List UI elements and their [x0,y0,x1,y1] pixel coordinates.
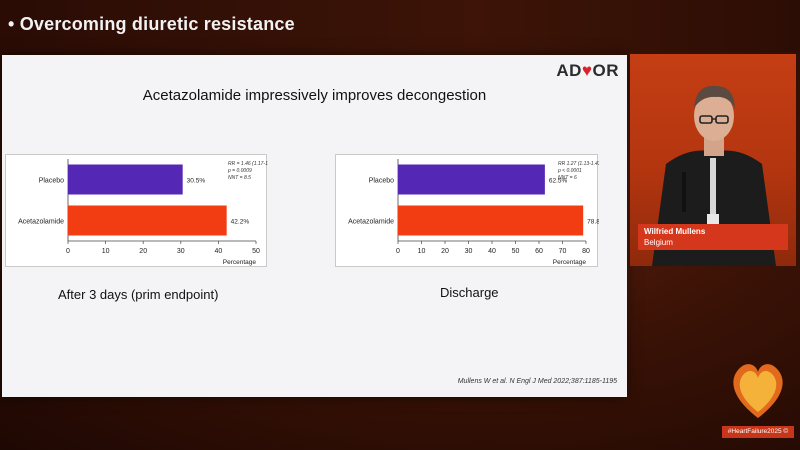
session-title: • Overcoming diuretic resistance [8,14,295,34]
logo-text-or: OR [592,61,619,80]
x-tick-label: 50 [252,248,260,255]
slide-headline: Acetazolamide impressively improves deco… [142,87,487,104]
category-label: Acetazolamide [348,219,394,226]
event-hashtag: #HeartFailure2025 © [722,426,794,438]
stat-annotation: RR 1.27 (1.13-1.43) [558,161,599,167]
chart-panel-3-days: Placebo 30.5% Acetazolamide 42.2% 0 10 20 30 40 5… [5,154,277,267]
x-tick-label: 70 [559,248,567,255]
stat-annotation: p < 0.0001 [557,168,582,174]
x-tick-label: 40 [215,248,223,255]
data-label: 42.2% [231,219,250,226]
stat-annotation: RR = 1.46 (1.17-1.82) [228,161,268,167]
category-label: Placebo [39,178,64,185]
x-tick-label: 60 [535,248,543,255]
x-tick-label: 0 [396,248,400,255]
x-tick-label: 40 [488,248,496,255]
bar-chart-discharge: Placebo 62.5% Acetazolamide 78.8% 0 10 20 30 40 5… [348,159,606,266]
bar-acetazolamide [398,205,584,236]
category-label: Acetazolamide [18,219,64,226]
x-tick-label: 80 [582,248,590,255]
data-label: 62.5% [549,178,568,185]
x-axis-title: Percentage [223,259,257,266]
bar-placebo [398,164,545,195]
x-tick-label: 20 [441,248,449,255]
stat-annotation: p = 0.0009 [227,168,252,174]
x-tick-label: 50 [512,248,520,255]
x-tick-label: 10 [418,248,426,255]
speaker-country: Belgium [644,238,673,247]
data-label: 78.8% [587,219,599,226]
x-tick-label: 30 [177,248,185,255]
x-tick-label: 30 [465,248,473,255]
x-axis-title: Percentage [553,259,587,266]
bar-placebo [68,164,183,195]
header-bar: • Overcoming diuretic resistance [0,0,800,52]
x-tick-label: 10 [102,248,110,255]
heart-failure-logo-icon [733,364,783,418]
logo-text-ad: AD [556,61,582,80]
speaker-video: Wilfried Mullens Belgium [630,54,796,266]
chart-panel-discharge: Placebo 62.5% Acetazolamide 78.8% 0 10 20 30 40 5… [335,154,606,267]
heart-icon: ♥ [581,61,593,80]
x-tick-label: 0 [66,248,70,255]
x-tick-label: 20 [139,248,147,255]
stat-annotation: NNT = 6 [558,175,577,181]
caption-3-days: After 3 days (prim endpoint) [58,287,219,302]
bar-chart-3-days: Placebo 30.5% Acetazolamide 42.2% 0 10 20 30 40 5… [18,159,277,266]
bar-acetazolamide [68,205,227,236]
speaker-name: Wilfried Mullens [644,227,706,236]
advor-logo: AD♥OR [556,61,619,81]
category-label: Placebo [369,178,394,185]
stat-annotation: NNT = 8.5 [228,175,251,181]
data-label: 30.5% [187,178,206,185]
speaker-lower-third: Wilfried Mullens Belgium [638,224,788,250]
caption-discharge: Discharge [440,285,499,300]
citation: Mullens W et al. N Engl J Med 2022;387:1… [457,378,617,385]
slide: AD♥OR Acetazolamide impressively improve… [2,55,627,397]
